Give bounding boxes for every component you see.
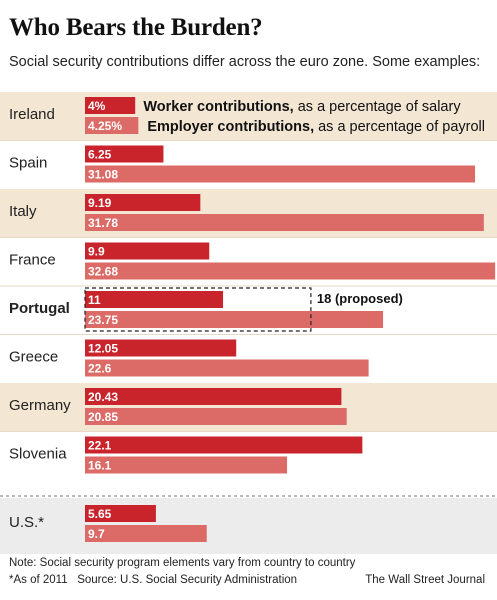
proposed-label-portugal: 18 (proposed) [317, 291, 403, 306]
chart-title: Who Bears the Burden? [9, 14, 263, 41]
country-label-u-s: U.S.* [9, 514, 44, 531]
country-label-germany: Germany [9, 397, 71, 414]
employer-value-greece: 22.6 [88, 362, 112, 376]
employer-value-ireland: 4.25% [88, 119, 122, 133]
worker-value-spain: 6.25 [88, 148, 112, 162]
worker-bar-portugal [85, 291, 224, 308]
employer-bar-germany [85, 408, 347, 425]
country-label-greece: Greece [9, 349, 58, 366]
country-label-italy: Italy [9, 203, 37, 220]
country-label-france: France [9, 252, 56, 269]
worker-value-germany: 20.43 [88, 390, 118, 404]
legend-worker-strong: Worker contributions, [143, 99, 293, 115]
legend-employer: Employer contributions, as a percentage … [147, 119, 485, 135]
employer-bar-spain [85, 165, 476, 183]
footnote: Note: Social security program elements v… [9, 557, 356, 569]
employer-value-portugal: 23.75 [88, 313, 118, 327]
employer-bar-france [85, 262, 496, 280]
worker-value-ireland: 4% [88, 99, 106, 113]
band-ireland [0, 92, 497, 141]
worker-value-france: 9.9 [88, 245, 105, 259]
worker-bar-u-s [85, 505, 156, 522]
employer-value-germany: 20.85 [88, 410, 118, 424]
worker-bar-greece [85, 339, 237, 357]
employer-bar-u-s [85, 525, 207, 542]
source-note: Source: U.S. Social Security Administrat… [77, 574, 298, 586]
country-label-slovenia: Slovenia [9, 446, 67, 463]
employer-bar-ireland [85, 117, 139, 134]
worker-value-portugal: 11 [88, 293, 101, 307]
as-of-note: *As of 2011 [9, 574, 68, 586]
worker-bar-ireland [85, 97, 136, 114]
country-label-portugal: Portugal [9, 300, 70, 317]
employer-bar-italy [85, 214, 484, 231]
publisher-credit: The Wall Street Journal [365, 574, 485, 586]
legend-worker: Worker contributions, as a percentage of… [143, 99, 461, 115]
legend-worker-rest: as a percentage of salary [294, 99, 462, 115]
proposed-outline-portugal [84, 287, 312, 332]
worker-bar-france [85, 242, 210, 260]
worker-value-greece: 12.05 [88, 342, 118, 356]
worker-bar-italy [85, 194, 201, 211]
employer-value-slovenia: 16.1 [88, 459, 112, 473]
worker-value-u-s: 5.65 [88, 507, 112, 521]
employer-value-italy: 31.78 [88, 216, 118, 230]
legend-employer-strong: Employer contributions, [147, 119, 314, 135]
worker-value-slovenia: 22.1 [88, 439, 112, 453]
footer-source-line: *As of 2011 Source: U.S. Social Security… [9, 574, 297, 586]
worker-bar-spain [85, 145, 164, 163]
employer-bar-greece [85, 359, 369, 377]
band-u-s [0, 498, 497, 554]
employer-value-spain: 31.08 [88, 168, 118, 182]
employer-bar-slovenia [85, 456, 288, 474]
country-label-spain: Spain [9, 155, 47, 172]
employer-bar-portugal [85, 311, 384, 328]
chart-subtitle: Social security contributions differ acr… [9, 54, 481, 70]
employer-value-u-s: 9.7 [88, 527, 105, 541]
legend-employer-rest: as a percentage of payroll [314, 119, 485, 135]
worker-bar-slovenia [85, 436, 363, 454]
worker-value-italy: 9.19 [88, 196, 112, 210]
country-label-ireland: Ireland [9, 106, 55, 123]
employer-value-france: 32.68 [88, 265, 118, 279]
worker-bar-germany [85, 388, 342, 405]
